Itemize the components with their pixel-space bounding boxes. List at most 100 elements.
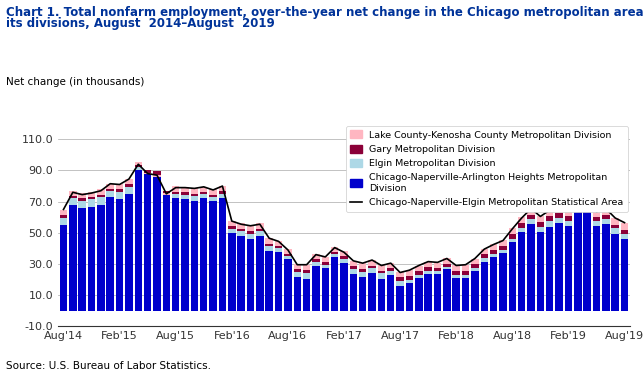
- Bar: [107, 184, 114, 189]
- Bar: [172, 186, 179, 192]
- Bar: [396, 286, 404, 310]
- Bar: [415, 278, 422, 310]
- Bar: [415, 266, 422, 271]
- Bar: [97, 205, 105, 310]
- Bar: [537, 222, 544, 226]
- Bar: [200, 187, 208, 192]
- Bar: [499, 240, 507, 246]
- Bar: [312, 266, 320, 310]
- Bar: [191, 201, 198, 310]
- Text: its divisions, August  2014–August  2019: its divisions, August 2014–August 2019: [6, 17, 275, 30]
- Bar: [453, 278, 460, 310]
- Bar: [134, 171, 142, 310]
- Bar: [462, 274, 469, 278]
- Bar: [424, 274, 432, 310]
- Bar: [266, 244, 273, 246]
- Bar: [350, 274, 357, 310]
- Bar: [527, 224, 535, 310]
- Bar: [499, 246, 507, 250]
- Bar: [153, 175, 161, 177]
- Bar: [60, 225, 68, 310]
- Bar: [611, 234, 619, 310]
- Bar: [237, 236, 245, 310]
- Bar: [303, 273, 311, 279]
- Bar: [359, 269, 367, 272]
- Bar: [340, 256, 348, 259]
- Bar: [565, 216, 572, 221]
- Bar: [331, 257, 338, 310]
- Bar: [359, 272, 367, 277]
- Bar: [116, 192, 123, 199]
- Bar: [377, 271, 385, 273]
- Bar: [556, 207, 563, 213]
- Bar: [256, 231, 264, 236]
- Bar: [322, 257, 329, 262]
- Bar: [499, 250, 507, 253]
- Text: Chart 1. Total nonfarm employment, over-the-year net change in the Chicago metro: Chart 1. Total nonfarm employment, over-…: [6, 6, 643, 19]
- Bar: [453, 265, 460, 271]
- Bar: [565, 210, 572, 216]
- Bar: [191, 194, 198, 196]
- Bar: [172, 198, 179, 310]
- Bar: [69, 206, 77, 310]
- Bar: [396, 278, 404, 281]
- Bar: [266, 246, 273, 251]
- Bar: [377, 279, 385, 310]
- Bar: [537, 216, 544, 222]
- Bar: [518, 224, 525, 228]
- Bar: [88, 192, 95, 197]
- Bar: [406, 270, 413, 276]
- Bar: [247, 226, 254, 231]
- Bar: [471, 272, 478, 310]
- Bar: [116, 199, 123, 310]
- Bar: [602, 208, 610, 215]
- Bar: [312, 259, 320, 262]
- Bar: [434, 274, 441, 310]
- Legend: Lake County-Kenosha County Metropolitan Division, Gary Metropolitan Division, El: Lake County-Kenosha County Metropolitan …: [346, 126, 628, 212]
- Bar: [593, 210, 600, 217]
- Bar: [368, 273, 376, 310]
- Bar: [163, 194, 170, 310]
- Bar: [181, 195, 189, 199]
- Bar: [480, 258, 488, 262]
- Bar: [556, 213, 563, 217]
- Bar: [219, 198, 226, 310]
- Bar: [565, 226, 572, 310]
- Bar: [434, 262, 441, 268]
- Bar: [107, 191, 114, 197]
- Bar: [144, 170, 151, 172]
- Bar: [256, 224, 264, 229]
- Bar: [471, 259, 478, 264]
- Bar: [424, 262, 432, 267]
- Bar: [331, 254, 338, 257]
- Bar: [527, 209, 535, 215]
- Bar: [350, 266, 357, 269]
- Bar: [181, 192, 189, 195]
- Bar: [266, 238, 273, 244]
- Bar: [134, 162, 142, 165]
- Bar: [406, 276, 413, 279]
- Bar: [293, 272, 301, 278]
- Bar: [443, 258, 451, 264]
- Bar: [368, 266, 376, 268]
- Bar: [443, 267, 451, 269]
- Bar: [574, 198, 581, 202]
- Bar: [443, 269, 451, 310]
- Bar: [602, 215, 610, 219]
- Text: Net change (in thousands): Net change (in thousands): [6, 77, 145, 87]
- Bar: [620, 234, 628, 240]
- Bar: [331, 252, 338, 254]
- Bar: [490, 257, 497, 310]
- Bar: [443, 264, 451, 267]
- Bar: [434, 268, 441, 271]
- Bar: [284, 249, 292, 254]
- Bar: [219, 191, 226, 195]
- Bar: [499, 253, 507, 310]
- Bar: [163, 191, 170, 194]
- Bar: [266, 251, 273, 310]
- Bar: [368, 260, 376, 266]
- Bar: [620, 230, 628, 234]
- Bar: [275, 252, 282, 310]
- Bar: [546, 210, 554, 216]
- Bar: [210, 189, 217, 195]
